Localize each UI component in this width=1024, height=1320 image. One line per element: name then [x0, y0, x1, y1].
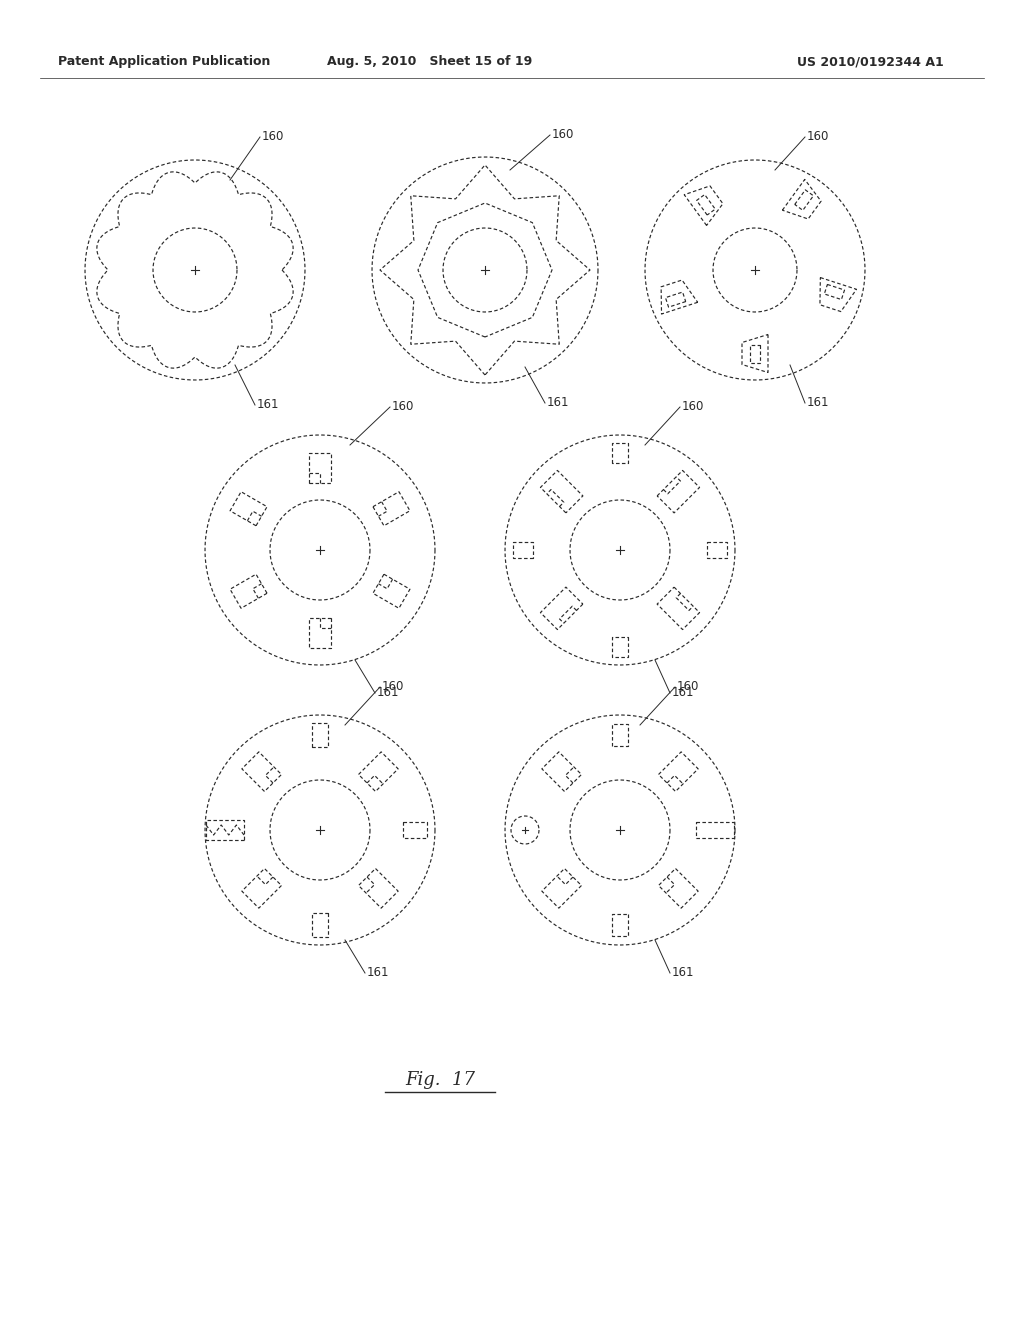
Text: Fig.  17: Fig. 17	[406, 1071, 475, 1089]
Text: 161: 161	[377, 686, 399, 700]
Text: 161: 161	[807, 396, 829, 409]
Text: 161: 161	[257, 399, 280, 412]
Text: 160: 160	[677, 681, 699, 693]
Text: 161: 161	[672, 966, 694, 979]
Text: US 2010/0192344 A1: US 2010/0192344 A1	[797, 55, 943, 69]
Text: 160: 160	[682, 400, 705, 413]
Text: 161: 161	[672, 686, 694, 700]
Text: 160: 160	[262, 131, 285, 144]
Text: 160: 160	[392, 400, 415, 413]
Text: 160: 160	[382, 681, 404, 693]
Text: 161: 161	[367, 966, 389, 979]
Text: 160: 160	[552, 128, 574, 141]
Text: 161: 161	[547, 396, 569, 409]
Text: 160: 160	[807, 131, 829, 144]
Text: Patent Application Publication: Patent Application Publication	[58, 55, 270, 69]
Text: Aug. 5, 2010   Sheet 15 of 19: Aug. 5, 2010 Sheet 15 of 19	[328, 55, 532, 69]
